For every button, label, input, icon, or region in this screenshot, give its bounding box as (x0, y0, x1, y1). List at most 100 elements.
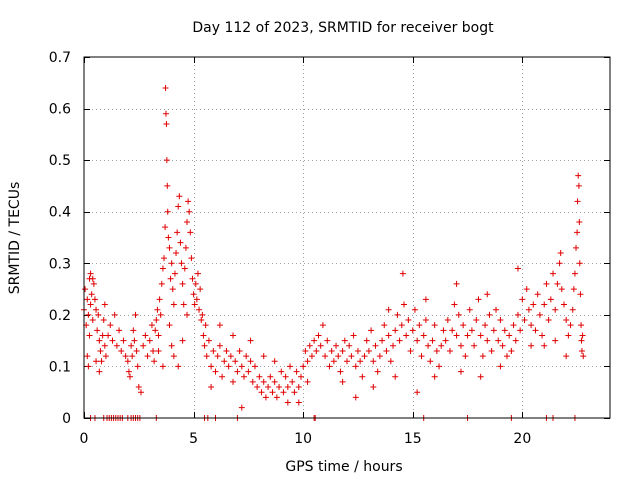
data-point (519, 296, 526, 303)
data-point (146, 337, 153, 344)
data-point (89, 317, 96, 324)
data-point (154, 306, 161, 313)
data-point (477, 373, 484, 380)
data-point (571, 270, 578, 277)
data-point (155, 347, 162, 354)
data-point (85, 363, 92, 370)
data-point (354, 347, 361, 354)
data-point (495, 337, 502, 344)
data-point (262, 394, 269, 401)
data-point (177, 239, 184, 246)
data-point (422, 296, 429, 303)
data-point (181, 265, 188, 272)
y-tick-label: 0.3 (49, 256, 71, 272)
data-point (326, 363, 333, 370)
data-point (96, 368, 103, 375)
data-point (565, 332, 572, 339)
data-point (376, 353, 383, 360)
data-point (87, 301, 94, 308)
data-point (379, 337, 386, 344)
data-point (159, 265, 166, 272)
data-point (186, 208, 193, 215)
data-point (550, 270, 557, 277)
data-point (416, 322, 423, 329)
data-point (82, 286, 89, 293)
data-point (488, 347, 495, 354)
data-point (171, 270, 178, 277)
data-point (427, 358, 434, 365)
data-point (243, 353, 250, 360)
y-tick-labels: 0 0.1 0.2 0.3 0.4 0.5 0.6 0.7 (49, 50, 71, 427)
data-point (580, 353, 587, 360)
data-point (159, 363, 166, 370)
data-point (185, 198, 192, 205)
data-point (179, 337, 186, 344)
data-point (271, 378, 278, 385)
data-point (392, 373, 399, 380)
data-point (137, 389, 144, 396)
data-point (512, 337, 519, 344)
data-point (398, 322, 405, 329)
data-point (306, 342, 313, 349)
chart-title: Day 112 of 2023, SRMTID for receiver bog… (192, 20, 494, 36)
data-point (167, 275, 174, 282)
data-point (514, 311, 521, 318)
data-point (107, 322, 114, 329)
x-tick-label: 5 (189, 431, 198, 447)
data-point (554, 280, 561, 287)
data-point (350, 332, 357, 339)
data-point (134, 363, 141, 370)
data-point (232, 358, 239, 365)
data-point (164, 208, 171, 215)
data-point (300, 363, 307, 370)
data-point (105, 332, 112, 339)
data-point (201, 342, 208, 349)
data-point (330, 358, 337, 365)
data-point (200, 332, 207, 339)
data-point (168, 260, 175, 267)
data-point (471, 342, 478, 349)
data-point (486, 311, 493, 318)
data-point (245, 368, 252, 375)
data-point (414, 389, 421, 396)
data-point (569, 306, 576, 313)
data-point (475, 296, 482, 303)
data-point (453, 332, 460, 339)
data-point (438, 342, 445, 349)
data-point (532, 327, 539, 334)
data-point (278, 368, 285, 375)
data-point (280, 389, 287, 396)
data-point (317, 342, 324, 349)
data-point (227, 353, 234, 360)
y-tick-label: 0.7 (49, 50, 71, 66)
data-point (399, 270, 406, 277)
data-point (368, 327, 375, 334)
data-point (99, 332, 106, 339)
data-point (501, 327, 508, 334)
data-point (409, 327, 416, 334)
data-point (514, 265, 521, 272)
data-point (273, 394, 280, 401)
data-point (111, 311, 118, 318)
data-point (109, 337, 116, 344)
data-point (577, 291, 584, 298)
data-point (240, 373, 247, 380)
data-point (175, 363, 182, 370)
data-point (122, 353, 129, 360)
data-point (482, 322, 489, 329)
data-point (442, 337, 449, 344)
data-point (563, 317, 570, 324)
data-point (254, 384, 261, 391)
y-tick-label: 0.6 (49, 102, 71, 118)
data-point (153, 317, 160, 324)
data-point (361, 353, 368, 360)
data-point (295, 384, 302, 391)
data-point (563, 353, 570, 360)
data-point (304, 378, 311, 385)
data-point (490, 327, 497, 334)
data-point (348, 353, 355, 360)
data-point (160, 255, 167, 262)
data-point (431, 322, 438, 329)
data-point (574, 229, 581, 236)
data-point (90, 280, 97, 287)
